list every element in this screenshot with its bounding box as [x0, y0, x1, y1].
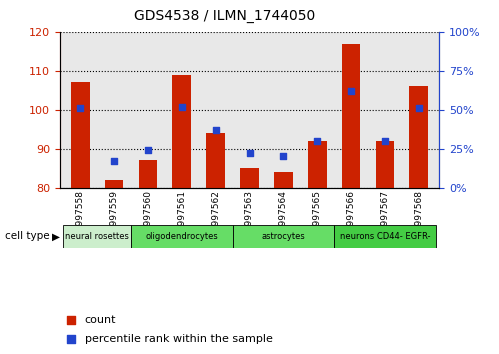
Point [246, 150, 253, 156]
Bar [139, 160, 157, 188]
Point [76, 105, 84, 111]
Bar [308, 141, 326, 188]
Point [313, 138, 321, 144]
Point [381, 138, 389, 144]
Point [279, 154, 287, 159]
Bar [206, 133, 225, 188]
Bar [274, 172, 293, 188]
Point [349, 218, 357, 224]
Bar [63, 225, 131, 248]
Point [110, 158, 118, 164]
Bar [131, 225, 233, 248]
Text: astrocytes: astrocytes [261, 232, 305, 241]
Bar [105, 180, 123, 188]
Text: oligodendrocytes: oligodendrocytes [145, 232, 218, 241]
Text: count: count [84, 315, 116, 325]
Text: ▶: ▶ [52, 232, 60, 241]
Bar [240, 168, 259, 188]
Point [415, 105, 423, 111]
Bar [173, 75, 191, 188]
Text: GDS4538 / ILMN_1744050: GDS4538 / ILMN_1744050 [134, 9, 315, 23]
Bar [342, 44, 360, 188]
Text: neural rosettes: neural rosettes [65, 232, 129, 241]
Point [212, 127, 220, 133]
Point [347, 88, 355, 94]
Bar [376, 141, 394, 188]
Bar [410, 86, 428, 188]
Point [144, 147, 152, 153]
Text: cell type: cell type [5, 232, 49, 241]
Text: percentile rank within the sample: percentile rank within the sample [84, 333, 272, 344]
Point [349, 48, 357, 54]
Bar [233, 225, 334, 248]
Bar [71, 82, 89, 188]
Text: neurons CD44- EGFR-: neurons CD44- EGFR- [340, 232, 430, 241]
Bar [334, 225, 436, 248]
Point [178, 104, 186, 109]
